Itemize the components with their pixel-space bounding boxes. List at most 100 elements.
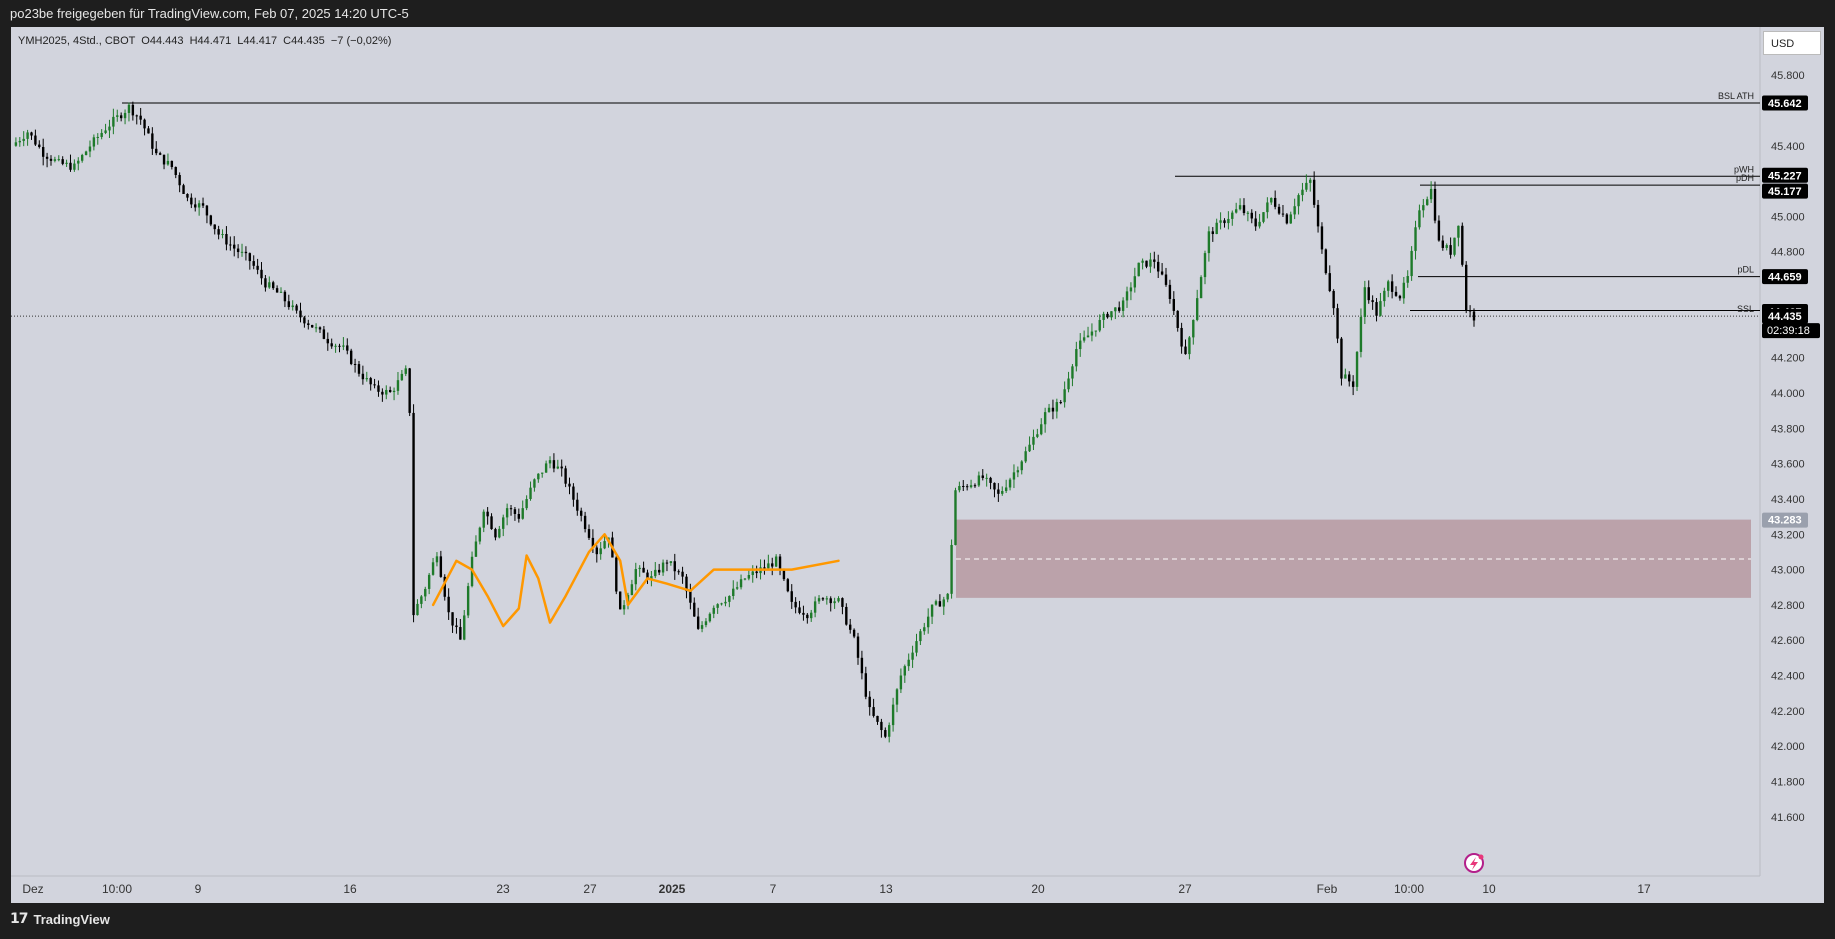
candle-body — [209, 215, 213, 225]
price-tick-label: 42.200 — [1771, 706, 1805, 718]
candle-body — [505, 508, 509, 518]
candle-body — [96, 136, 99, 138]
candle-body — [755, 571, 758, 574]
price-scale[interactable]: 45.800 45.400 45.000 44.800 44.200 44.000 43.8… — [1771, 70, 1805, 824]
candle-body — [474, 541, 478, 557]
candle-body — [1020, 461, 1023, 471]
candle-body — [1004, 487, 1008, 492]
candle-body — [1149, 259, 1152, 267]
candle-body — [911, 652, 914, 660]
candle-body — [174, 167, 177, 176]
candle-body — [864, 673, 868, 697]
candle-body — [548, 460, 552, 464]
candle-body — [517, 513, 521, 519]
candle-body — [747, 575, 751, 579]
candle-body — [1328, 273, 1331, 291]
candle-body — [1429, 188, 1433, 200]
candle-body — [123, 112, 127, 119]
candle-body — [810, 612, 813, 619]
price-tick-label: 42.400 — [1771, 671, 1805, 683]
candle-body — [685, 576, 688, 592]
candle-body — [704, 621, 708, 626]
candle-body — [786, 579, 790, 592]
candle-body — [1281, 213, 1285, 215]
candle-body — [915, 641, 918, 653]
candle-body — [958, 486, 961, 491]
candle-body — [782, 569, 786, 580]
candle-body — [272, 282, 275, 289]
candle-body — [1359, 316, 1363, 352]
candle-body — [1379, 301, 1382, 316]
candle-body — [509, 508, 513, 510]
share-header: po23be freigegeben für TradingView.com, … — [0, 0, 1835, 27]
candle-body — [190, 197, 193, 205]
chart-frame[interactable] — [11, 27, 1824, 903]
candle-body — [357, 364, 361, 374]
candle-body — [977, 475, 981, 486]
candle-body — [1219, 220, 1222, 223]
candle-body — [1067, 378, 1070, 390]
candle-body — [965, 486, 969, 488]
candle-body — [1164, 274, 1168, 285]
time-tick-label: 27 — [583, 882, 597, 896]
candle-body — [572, 486, 575, 500]
price-tag: 45.642 — [1768, 98, 1802, 110]
tradingview-logo[interactable]: 17 TradingView — [10, 911, 110, 927]
candle-body — [798, 607, 801, 613]
candle-body — [1188, 337, 1191, 355]
candle-body — [18, 140, 21, 143]
level-label: pWH — [1734, 164, 1754, 174]
candle-body — [895, 689, 899, 705]
candle-body — [654, 569, 657, 577]
candle-body — [439, 556, 443, 577]
candle-body — [1367, 287, 1370, 301]
candle-body — [657, 569, 661, 573]
candle-body — [443, 576, 446, 597]
orange-curve-path — [431, 533, 840, 628]
candle-body — [1309, 179, 1312, 183]
currency-button[interactable]: USD — [1763, 31, 1821, 55]
candle-body — [53, 159, 57, 161]
candle-body — [860, 657, 864, 674]
price-tick-label: 41.800 — [1771, 777, 1805, 789]
price-tag: 44.659 — [1768, 272, 1802, 284]
candle-body — [907, 659, 910, 667]
candle-body — [552, 460, 556, 469]
candle-body — [728, 595, 731, 602]
candle-body — [451, 612, 454, 626]
candle-body — [365, 378, 368, 380]
candle-body — [1090, 331, 1094, 336]
candle-body — [778, 556, 782, 570]
candle-body — [486, 511, 489, 517]
candle-body — [73, 163, 76, 170]
candle-body — [34, 135, 37, 145]
candle-body — [919, 631, 922, 642]
candle-body — [49, 158, 53, 161]
candle-body — [1246, 212, 1250, 214]
candle-body — [1254, 218, 1257, 227]
candle-body — [404, 368, 407, 374]
candle-body — [712, 607, 715, 614]
candle-body — [923, 627, 926, 632]
candle-body — [233, 244, 236, 249]
candle-body — [1355, 351, 1359, 387]
candle-body — [720, 603, 723, 605]
level-label: BSL ATH — [1718, 91, 1754, 101]
candle-body — [1324, 249, 1328, 274]
candle-body — [92, 137, 96, 147]
candle-body — [1449, 245, 1452, 255]
candle-body — [1024, 451, 1027, 462]
candle-body — [1468, 310, 1472, 312]
candle-body — [100, 132, 103, 137]
candle-body — [856, 636, 860, 658]
candle-body — [1211, 231, 1214, 235]
candle-body — [825, 598, 829, 600]
price-tag-bg — [1762, 95, 1808, 111]
lightning-icon[interactable] — [1464, 853, 1484, 873]
candle-body — [1016, 470, 1020, 473]
time-axis[interactable]: Dez 10:00 9 16 23 27 2025 7 13 20 27 Feb 10:00 10 17 — [22, 882, 1651, 896]
candle-body — [1277, 206, 1281, 214]
candle-body — [268, 282, 271, 288]
candle-body — [1273, 197, 1277, 207]
